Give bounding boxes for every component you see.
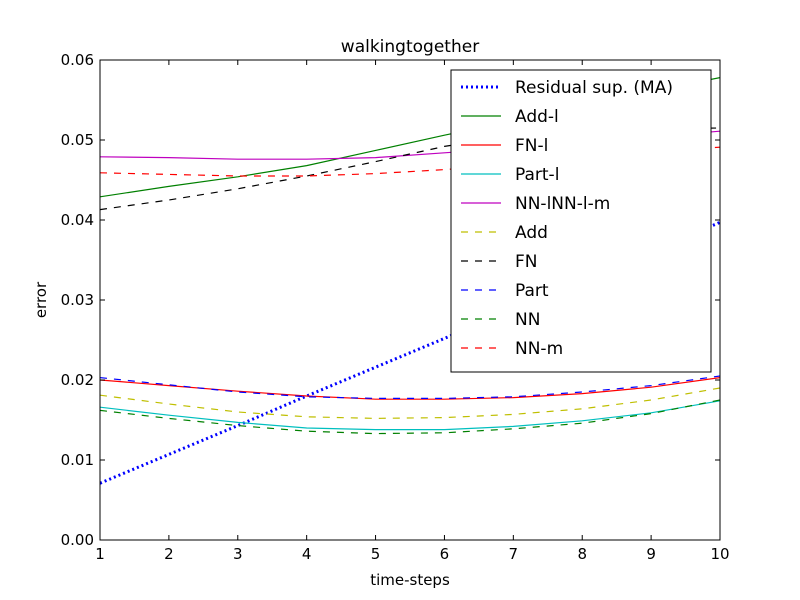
x-axis-label: time-steps bbox=[370, 571, 450, 589]
x-tick-label: 3 bbox=[233, 545, 243, 563]
x-tick-label: 10 bbox=[710, 545, 729, 563]
y-tick-label: 0.05 bbox=[61, 131, 94, 149]
ticks-layer: 1 2 3 4 5 6 7 8 9 10 0.00 0.01 0.02 0.03 0.04 0.05 0.06 bbox=[61, 51, 730, 563]
x-tick-label: 7 bbox=[509, 545, 519, 563]
x-tick-label: 6 bbox=[440, 545, 450, 563]
series-line-2 bbox=[100, 377, 720, 400]
y-axis-label: error bbox=[32, 281, 50, 318]
series-line-3 bbox=[100, 400, 720, 431]
y-tick-label: 0.03 bbox=[61, 291, 94, 309]
y-tick-label: 0.04 bbox=[61, 211, 94, 229]
x-tick-label: 4 bbox=[302, 545, 312, 563]
legend-label: Part-l bbox=[515, 165, 559, 185]
x-tick-label: 1 bbox=[95, 545, 105, 563]
legend-label: Residual sup. (MA) bbox=[515, 78, 673, 98]
y-tick-label: 0.01 bbox=[61, 451, 94, 469]
legend-label: NN bbox=[515, 310, 540, 330]
legend: Residual sup. (MA) Add-l FN-l Part-l NN-lNN-… bbox=[450, 69, 712, 373]
y-tick-label: 0.06 bbox=[61, 51, 94, 69]
chart-title: walkingtogether bbox=[341, 37, 479, 57]
legend-label: Add-l bbox=[515, 107, 559, 127]
legend-label: FN-l bbox=[515, 136, 548, 156]
legend-label: NN-lNN-l-m bbox=[515, 194, 610, 214]
series-line-9 bbox=[100, 146, 720, 177]
series-line-5 bbox=[100, 387, 720, 420]
series-line-8 bbox=[100, 399, 720, 435]
legend-label: FN bbox=[515, 252, 538, 272]
y-tick-label: 0.02 bbox=[61, 371, 94, 389]
legend-label: Part bbox=[515, 281, 549, 301]
x-tick-label: 8 bbox=[577, 545, 587, 563]
series-line-7 bbox=[100, 375, 720, 399]
x-tick-label: 5 bbox=[371, 545, 381, 563]
legend-label: NN-m bbox=[515, 339, 563, 359]
x-tick-label: 2 bbox=[164, 545, 174, 563]
x-tick-label: 9 bbox=[646, 545, 656, 563]
y-tick-label: 0.00 bbox=[61, 531, 94, 549]
legend-label: Add bbox=[515, 223, 548, 243]
legend-box bbox=[450, 69, 712, 373]
